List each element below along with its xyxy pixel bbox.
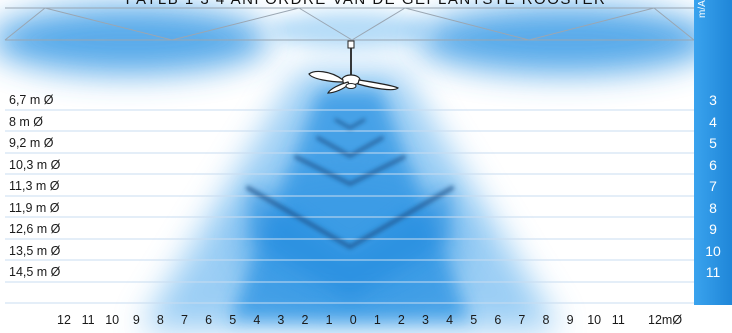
height-label: 7 — [709, 178, 717, 194]
airflow-haze — [0, 6, 715, 330]
diameter-label: 13,5 m Ø — [9, 243, 61, 258]
diagram-title: PAYLB 1 3 4 ANFORDRE VAN DE GEPLANTSTE R… — [0, 0, 732, 8]
x-axis-tick-label: 6 — [205, 313, 213, 327]
x-axis-tick-label: 5 — [470, 313, 478, 327]
x-axis-tick-label: 7 — [518, 313, 526, 327]
x-axis-tick-label: 8 — [156, 313, 164, 327]
x-axis-tick-label: 11 — [81, 313, 95, 327]
x-axis-tick-label: 11 — [611, 313, 625, 327]
x-axis-tick-label: 3 — [422, 313, 429, 327]
x-axis-tick-label: 8 — [542, 313, 550, 327]
x-axis-tick-label: 4 — [446, 313, 454, 327]
diameter-label: 11,9 m Ø — [9, 200, 60, 215]
x-axis-tick-label: 10 — [587, 313, 602, 327]
height-label: 10 — [705, 242, 721, 259]
x-axis-tick-label: 6 — [494, 313, 502, 327]
height-label: 6 — [709, 156, 717, 173]
x-axis-tick-label: 1 — [373, 313, 381, 327]
height-label: 8 — [709, 199, 717, 216]
x-axis-tick-label: 2 — [301, 313, 309, 327]
x-axis-tick-label: 5 — [229, 313, 237, 327]
height-rules — [5, 109, 694, 304]
ceiling-fan-icon — [308, 40, 399, 94]
x-axis-tick-label: 3 — [277, 313, 285, 327]
x-axis-tick-label: 9 — [132, 313, 140, 327]
x-axis-tick-label: 0 — [349, 313, 357, 327]
height-label: 5 — [709, 135, 717, 151]
x-axis-end-label: 12mØ — [648, 313, 683, 327]
height-scale-bar — [694, 0, 732, 305]
height-label: 4 — [709, 113, 717, 130]
x-axis-tick-label: 10 — [105, 313, 120, 327]
height-label: 9 — [709, 221, 717, 237]
diameter-label: 8 m Ø — [9, 114, 44, 129]
airflow-chevrons — [246, 118, 454, 250]
height-label: 3 — [709, 92, 717, 108]
diameter-label: 6,7 m Ø — [9, 93, 54, 107]
diameter-label: 12,6 m Ø — [9, 222, 61, 236]
x-axis-tick-label: 4 — [253, 313, 261, 327]
x-axis-tick-label: 1 — [325, 313, 333, 327]
diameter-label: 9,2 m Ø — [9, 136, 54, 150]
height-label: 11 — [705, 264, 721, 280]
x-axis-tick-label: 9 — [566, 313, 574, 327]
diameter-label: 10,3 m Ø — [9, 157, 61, 172]
height-unit-label: m/Alt. — [697, 0, 708, 18]
x-axis-tick-label: 12 — [57, 313, 71, 327]
x-axis-tick-label: 7 — [181, 313, 188, 327]
diameter-label: 14,5 m Ø — [9, 265, 61, 279]
x-axis-tick-label: 2 — [397, 313, 405, 327]
diameter-label: 11,3 m Ø — [9, 179, 60, 193]
ceiling-truss — [4, 7, 695, 41]
